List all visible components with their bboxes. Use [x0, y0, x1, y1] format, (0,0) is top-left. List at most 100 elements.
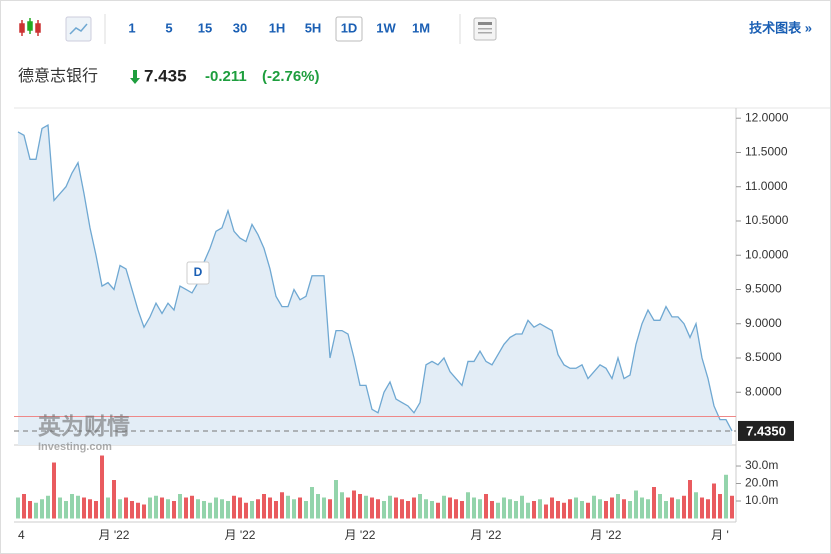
- volume-bar: [484, 494, 488, 519]
- volume-bar: [358, 494, 362, 519]
- interval-button[interactable]: 1H: [269, 20, 286, 35]
- stock-name: 德意志银行: [18, 66, 98, 85]
- volume-bar: [88, 499, 92, 519]
- volume-bar: [352, 490, 356, 519]
- volume-bar: [286, 495, 290, 519]
- change-pct: (-2.76%): [262, 68, 320, 85]
- interval-button[interactable]: 5: [165, 20, 172, 35]
- volume-bar: [238, 497, 242, 519]
- volume-bar: [478, 499, 482, 519]
- volume-bar: [628, 501, 632, 519]
- volume-bar: [268, 497, 272, 519]
- interval-button[interactable]: 1M: [412, 20, 430, 35]
- volume-bar: [118, 499, 122, 519]
- volume-bar: [532, 501, 536, 519]
- volume-bar: [214, 497, 218, 519]
- volume-bar: [646, 499, 650, 519]
- volume-bar: [52, 462, 56, 519]
- watermark-sub: Investing.com: [38, 441, 112, 453]
- volume-bar: [562, 502, 566, 519]
- volume-bar: [436, 502, 440, 519]
- volume-bar: [202, 501, 206, 519]
- volume-bar: [148, 497, 152, 519]
- x-tick-label: 月 ': [711, 528, 729, 542]
- volume-bar: [382, 501, 386, 519]
- volume-bar: [466, 492, 470, 519]
- volume-bar: [598, 499, 602, 519]
- volume-bar: [40, 499, 44, 519]
- y-tick-label: 10.5000: [745, 213, 789, 227]
- volume-bar: [682, 495, 686, 519]
- volume-bar: [388, 495, 392, 519]
- interval-button[interactable]: 15: [198, 20, 212, 35]
- last-price-label: 7.4350: [746, 423, 786, 438]
- volume-bar: [496, 502, 500, 519]
- volume-bar: [370, 497, 374, 519]
- volume-bar: [694, 492, 698, 519]
- volume-bar: [130, 501, 134, 519]
- volume-bar: [334, 480, 338, 519]
- volume-bar: [718, 494, 722, 519]
- price: 7.435: [144, 66, 187, 85]
- volume-bar: [340, 492, 344, 519]
- volume-bar: [676, 499, 680, 519]
- volume-bar: [658, 494, 662, 519]
- volume-bar: [502, 497, 506, 519]
- x-tick-label: 月 '22: [591, 528, 622, 542]
- volume-bar: [670, 497, 674, 519]
- y-tick-label: 12.0000: [745, 110, 789, 124]
- volume-bar: [316, 494, 320, 519]
- volume-bar: [460, 501, 464, 519]
- candle-icon[interactable]: [19, 18, 41, 36]
- volume-bar: [16, 497, 20, 519]
- interval-button[interactable]: 30: [233, 20, 247, 35]
- volume-bar: [82, 497, 86, 519]
- volume-bar: [190, 495, 194, 519]
- volume-bar: [220, 499, 224, 519]
- volume-bar: [514, 501, 518, 519]
- y-tick-label: 11.0000: [745, 179, 788, 193]
- x-tick-label: 月 '22: [99, 528, 130, 542]
- volume-bar: [622, 499, 626, 519]
- volume-bar: [616, 494, 620, 519]
- volume-bar: [256, 499, 260, 519]
- volume-bar: [454, 499, 458, 519]
- volume-bar: [490, 501, 494, 519]
- price-area: [18, 125, 732, 446]
- volume-bar: [538, 499, 542, 519]
- change: -0.211: [205, 68, 247, 85]
- tech-chart-link[interactable]: 技术图表 »: [749, 20, 812, 35]
- volume-bar: [706, 499, 710, 519]
- volume-bar: [124, 497, 128, 519]
- volume-bar: [226, 501, 230, 519]
- interval-button[interactable]: 1D: [341, 20, 358, 35]
- volume-bar: [280, 492, 284, 519]
- volume-bar: [310, 487, 314, 519]
- event-marker-label: D: [194, 265, 203, 279]
- volume-bar: [448, 497, 452, 519]
- interval-button[interactable]: 1: [128, 20, 135, 35]
- interval-button[interactable]: 1W: [376, 20, 396, 35]
- volume-bar: [64, 501, 68, 519]
- volume-bar: [376, 499, 380, 519]
- volume-bar: [610, 497, 614, 519]
- volume-bar: [262, 494, 266, 519]
- line-icon[interactable]: [65, 16, 92, 42]
- volume-bar: [592, 495, 596, 519]
- volume-bar: [520, 495, 524, 519]
- y-tick-label: 10.0m: [745, 493, 778, 507]
- volume-bar: [136, 502, 140, 519]
- volume-bar: [724, 474, 728, 519]
- volume-bar: [154, 495, 158, 519]
- volume-bar: [328, 499, 332, 519]
- volume-bar: [76, 495, 80, 519]
- volume-bar: [544, 504, 548, 519]
- volume-bar: [586, 502, 590, 519]
- x-tick-label: 月 '22: [345, 528, 376, 542]
- interval-button[interactable]: 5H: [305, 20, 322, 35]
- volume-bar: [364, 495, 368, 519]
- volume-bar: [652, 487, 656, 519]
- volume-bar: [688, 480, 692, 519]
- table-icon[interactable]: [473, 17, 497, 41]
- y-tick-label: 9.5000: [745, 282, 782, 296]
